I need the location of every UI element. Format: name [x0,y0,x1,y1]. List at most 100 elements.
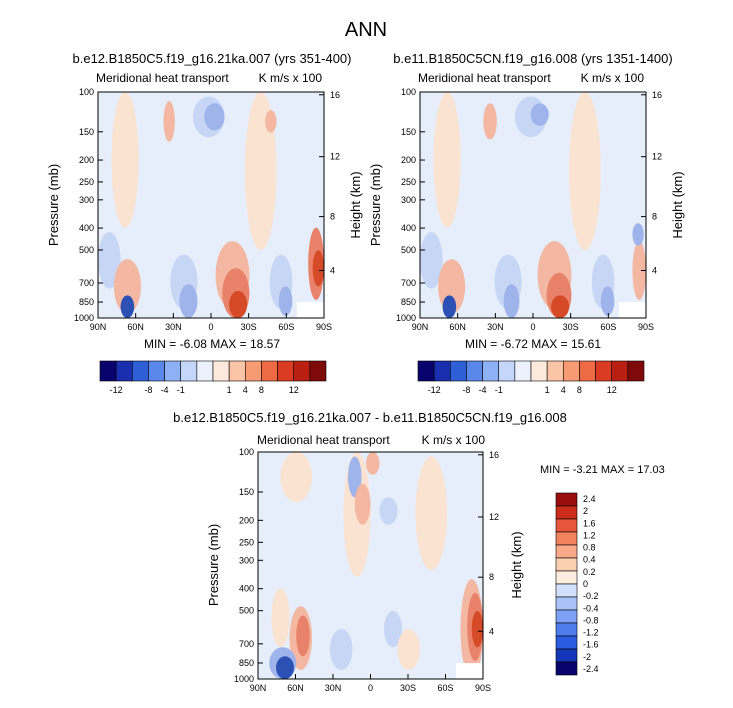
pressure-tick-label: 100 [79,87,94,97]
pressure-tick-label: 700 [79,278,94,288]
contour-region [433,92,461,228]
panel-2-lat-ticks: 90N 60N 30N 0 30S 60S 90S [412,313,654,332]
panel-1-ylabel: Pressure (mb) [46,164,61,246]
contour-region [276,656,294,679]
colorbar-swatch [498,360,516,382]
height-tick-label: 16 [330,90,340,100]
colorbar-swatch [530,360,548,382]
colorbar-tick-label: -2.4 [583,664,599,674]
colorbar-swatch [212,360,230,382]
contour-region [632,241,646,300]
panel-2-title: b.e11.B1850C5CN.f19_g16.008 (yrs 1351-14… [393,51,672,66]
lat-tick-label: 0 [208,322,213,332]
colorbar-tick-label: -1.6 [583,640,599,650]
panel-1: b.e12.B1850C5.f19_g16.21ka.007 (yrs 351-… [46,51,363,395]
pressure-tick-label: 300 [401,195,416,205]
panel-3-title: b.e12.B1850C5.f19_g16.21ka.007 - b.e11.B… [173,410,567,425]
colorbar-swatch [555,635,578,650]
colorbar-swatch [555,570,578,585]
colorbar-tick-label: 0 [583,579,588,589]
contour-region [111,92,139,228]
height-tick-label: 4 [330,266,335,276]
pressure-tick-label: 300 [79,195,94,205]
lat-tick-label: 60S [600,322,616,332]
colorbar-swatch [277,360,295,382]
contour-region [330,629,353,670]
contour-region [278,286,293,316]
lat-tick-label: 90N [250,683,267,693]
height-tick-label: 12 [330,152,340,162]
pressure-tick-label: 150 [79,127,94,137]
colorbar-swatch [417,360,435,382]
pressure-tick-label: 500 [401,245,416,255]
colorbar-tick-label: 8 [577,385,582,395]
colorbar-swatch [555,531,578,546]
pressure-tick-label: 850 [239,658,254,668]
colorbar-tick-label: 0.2 [583,567,596,577]
figure-title: ANN [345,19,387,41]
lat-tick-label: 90N [412,322,429,332]
contour-region [179,284,198,318]
pressure-tick-label: 150 [401,127,416,137]
contour-region [348,456,362,498]
colorbar-swatch [595,360,613,382]
pressure-tick-label: 100 [401,87,416,97]
pressure-tick-label: 850 [401,297,416,307]
lat-tick-label: 30S [241,322,257,332]
colorbar-swatch [611,360,629,382]
colorbar-tick-label: 1.6 [583,518,596,528]
panel-3-subtitle-left: Meridional heat transport [257,433,390,447]
contour-region [397,629,420,670]
panel-1-height-ticks: 16 12 8 4 [319,90,340,276]
contour-region [229,290,248,318]
contour-region [379,497,398,525]
colorbar-tick-label: -1 [495,385,503,395]
colorbar-swatch [555,505,578,520]
lat-tick-label: 60S [278,322,294,332]
colorbar-tick-label: 1.2 [583,530,596,540]
colorbar-swatch [482,360,500,382]
colorbar-tick-label: -12 [428,385,441,395]
height-tick-label: 12 [489,512,499,522]
colorbar-swatch [131,360,149,382]
lat-tick-label: 60N [449,322,466,332]
colorbar-swatch [433,360,451,382]
panel-2-subtitle-left: Meridional heat transport [418,71,551,85]
lat-tick-label: 90S [475,683,491,693]
colorbar-swatch [449,360,467,382]
panel-1-stats: MIN = -6.08 MAX = 18.57 [144,337,280,351]
lat-tick-label: 60N [127,322,144,332]
contour-region [384,610,402,648]
contour-region [174,92,198,217]
height-tick-label: 4 [489,626,494,636]
colorbar-swatch [309,360,327,382]
lat-tick-label: 0 [368,683,373,693]
panel-3-subtitle-right: K m/s x 100 [422,433,486,447]
contour-region [163,101,175,142]
lat-tick-label: 60N [287,683,304,693]
pressure-tick-label: 250 [79,177,94,187]
colorbar-swatch [555,622,578,637]
colorbar-swatch [514,360,532,382]
colorbar-tick-label: 4 [561,385,566,395]
lat-tick-label: 90S [316,322,332,332]
missing-data-region [296,302,324,318]
pressure-tick-label: 200 [239,515,254,525]
panel-2-subtitle-right: K m/s x 100 [581,71,645,85]
lat-tick-label: 30S [400,683,416,693]
height-tick-label: 12 [652,152,662,162]
pressure-tick-label: 1000 [74,313,94,323]
contour-region [120,295,135,318]
colorbar-swatch [555,609,578,624]
colorbar-tick-label: -1 [177,385,185,395]
colorbar-tick-label: -12 [110,385,123,395]
colorbar-swatch [555,557,578,572]
panel-3: b.e12.B1850C5.f19_g16.21ka.007 - b.e11.B… [173,410,665,693]
contour-region [204,103,225,131]
missing-data-region [456,663,483,679]
pressure-tick-label: 700 [239,639,254,649]
contour-region [551,295,570,318]
panel-1-colorbar: -12 -8 -4 -1 1 4 8 12 [99,360,327,395]
colorbar-swatch [148,360,165,382]
